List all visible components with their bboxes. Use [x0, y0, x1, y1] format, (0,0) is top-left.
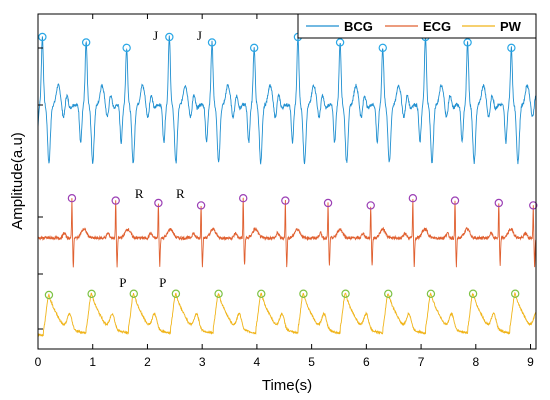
annotation-layer: J J R R P P — [119, 28, 202, 290]
series-line-bcg — [37, 35, 537, 165]
x-tick-label-0: 0 — [35, 355, 42, 369]
legend-label-bcg: BCG — [344, 19, 373, 34]
peak-marker-bcg-11 — [507, 43, 516, 53]
x-tick-label-8: 8 — [472, 355, 479, 369]
peak-annotation-2: R — [135, 186, 144, 201]
peak-marker-bcg-10 — [463, 38, 472, 47]
peak-marker-bcg-3 — [165, 32, 174, 42]
y-axis — [38, 47, 43, 330]
peak-marker-pw-7 — [341, 289, 350, 298]
peak-marker-ecg-5 — [281, 196, 290, 205]
peak-marker-bcg-1 — [81, 38, 91, 47]
x-tick-label-5: 5 — [308, 355, 315, 369]
peak-marker-ecg-7 — [366, 201, 375, 210]
peak-annotation-5: P — [159, 275, 166, 290]
peak-marker-ecg-9 — [450, 196, 460, 205]
x-tick-label-7: 7 — [418, 355, 425, 369]
peak-marker-bcg-7 — [335, 38, 345, 47]
peak-marker-bcg-2 — [122, 43, 131, 53]
series-line-ecg — [37, 197, 537, 268]
peak-marker-layer — [38, 32, 538, 300]
peak-marker-ecg-8 — [408, 194, 418, 203]
peak-marker-ecg-6 — [323, 198, 333, 208]
peak-marker-pw-3 — [171, 289, 181, 298]
peak-marker-pw-2 — [129, 289, 138, 298]
peak-marker-ecg-2 — [154, 198, 163, 208]
y-axis-label: Amplitude(a.u) — [9, 132, 26, 230]
legend: BCG ECG PW — [297, 13, 537, 39]
peak-marker-pw-6 — [299, 289, 308, 298]
peak-marker-ecg-0 — [67, 194, 77, 203]
peak-marker-ecg-1 — [111, 196, 120, 205]
plot-frame — [37, 13, 537, 350]
peak-marker-pw-5 — [257, 289, 266, 299]
x-tick-label-3: 3 — [199, 355, 206, 369]
legend-label-ecg: ECG — [423, 19, 451, 34]
peak-marker-ecg-3 — [196, 201, 206, 210]
peak-marker-ecg-11 — [529, 201, 538, 210]
x-axis-label: Time(s) — [262, 377, 312, 394]
peak-annotation-0: J — [153, 28, 158, 43]
peak-marker-bcg-5 — [249, 43, 259, 53]
legend-label-pw: PW — [500, 19, 522, 34]
peak-annotation-1: J — [197, 28, 202, 43]
peak-annotation-4: P — [119, 275, 126, 290]
x-tick-label-4: 4 — [254, 355, 261, 369]
series-layer — [37, 35, 537, 337]
x-tick-label-6: 6 — [363, 355, 370, 369]
peak-marker-pw-1 — [87, 289, 96, 299]
peak-marker-pw-11 — [511, 289, 520, 298]
x-tick-label-2: 2 — [144, 355, 151, 369]
peak-marker-bcg-8 — [378, 43, 387, 53]
peak-marker-pw-10 — [468, 289, 478, 298]
peak-marker-pw-4 — [214, 289, 223, 299]
peak-marker-pw-9 — [426, 289, 436, 299]
plot-background — [38, 14, 536, 349]
peak-marker-ecg-10 — [494, 198, 503, 208]
peak-marker-bcg-4 — [207, 38, 217, 47]
series-line-pw — [37, 291, 537, 337]
peak-marker-ecg-4 — [239, 194, 248, 203]
peak-marker-pw-8 — [384, 289, 393, 299]
peak-marker-bcg-0 — [38, 32, 47, 42]
x-tick-label-1: 1 — [89, 355, 96, 369]
x-tick-label-9: 9 — [527, 355, 534, 369]
peak-marker-pw-0 — [44, 290, 54, 300]
peak-annotation-3: R — [176, 186, 185, 201]
